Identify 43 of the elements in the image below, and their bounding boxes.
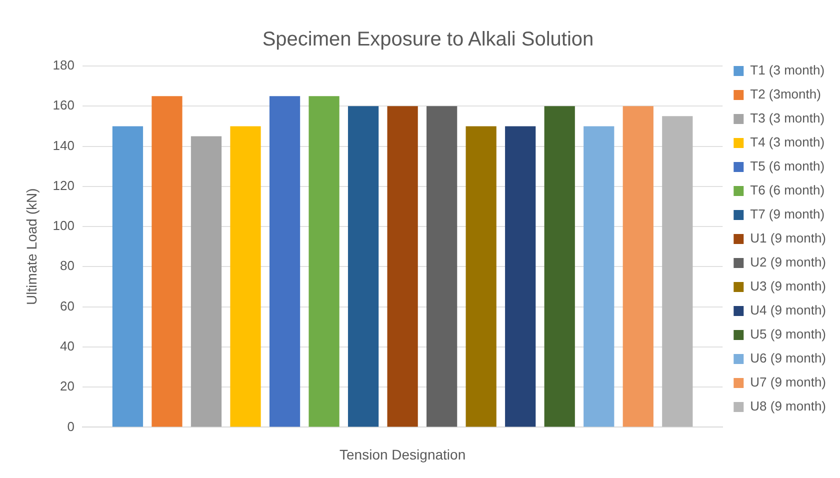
y-tick-label: 60 [60,298,74,314]
bar [387,106,418,427]
y-tick-label: 180 [52,58,74,73]
legend-label: U4 (9 month) [750,302,826,318]
bar [505,126,536,427]
legend-label: T6 (6 month) [750,182,825,198]
legend-label: U5 (9 month) [750,326,826,342]
bar [584,126,614,427]
bar [190,136,222,427]
bar [426,106,458,427]
legend-label: U6 (9 month) [750,350,826,366]
y-tick-label: 40 [60,338,74,354]
y-tick-label: 100 [52,218,74,234]
legend-label: U1 (9 month) [750,230,826,246]
chart-title: Specimen Exposure to Alkali Solution [262,28,594,51]
y-tick-label: 0 [67,418,74,434]
bar [662,116,693,427]
y-axis-title: Ultimate Load (kN) [23,188,40,305]
bar [308,96,340,427]
y-tick-label: 120 [52,178,74,193]
legend-label: T2 (3month) [750,86,821,102]
bar [544,106,575,427]
y-tick-label: 140 [52,138,74,153]
legend-label: T3 (3 month) [750,110,825,126]
legend-label: U7 (9 month) [750,374,826,390]
legend-label: U2 (9 month) [750,254,826,270]
legend-label: U3 (9 month) [750,278,826,294]
legend-label: T5 (6 month) [750,158,825,174]
y-tick-label: 20 [60,378,74,394]
bar [269,96,300,427]
x-axis-title: Tension Designation [340,446,466,462]
bar [152,96,182,427]
bar [112,126,144,427]
y-tick-label: 160 [52,98,74,113]
bar [230,126,261,427]
legend-label: T4 (3 month) [750,134,825,150]
legend-label: T1 (3 month) [750,62,825,78]
legend-label: T7 (9 month) [750,206,825,222]
bar [348,106,379,427]
bar [622,106,654,427]
bar [466,126,496,427]
y-tick-label: 80 [60,258,74,274]
legend-label: U8 (9 month) [750,398,826,414]
